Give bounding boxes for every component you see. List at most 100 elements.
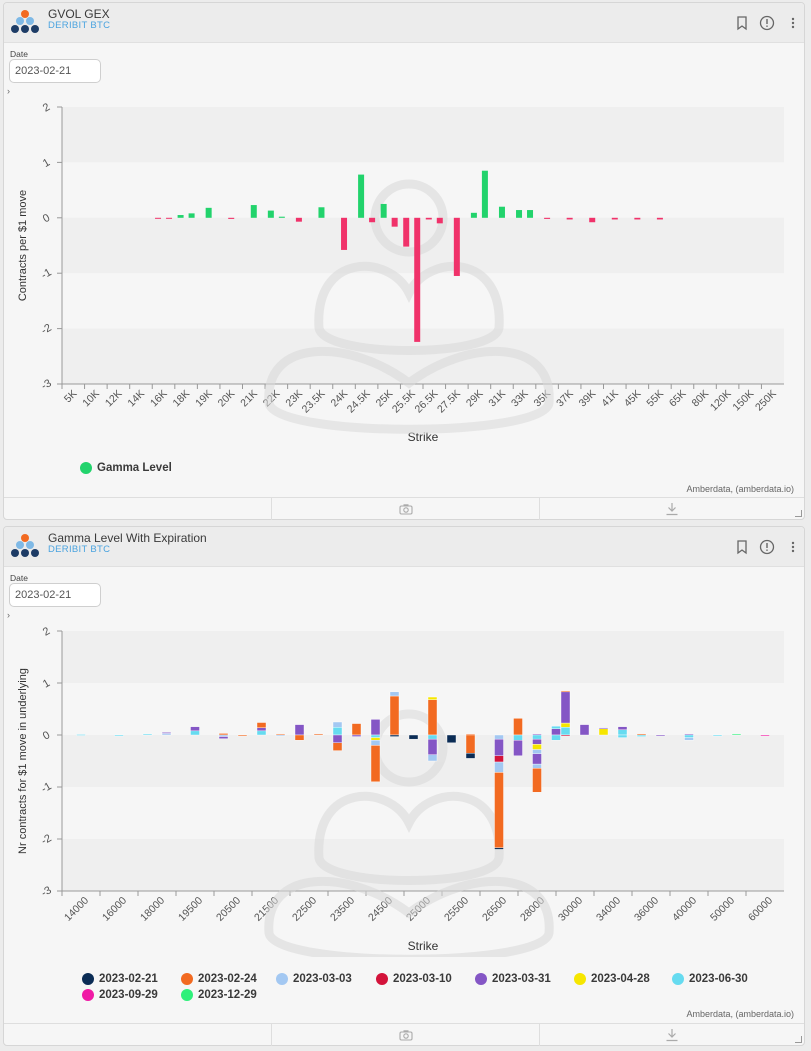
x-tick-label: 26500: [480, 895, 509, 924]
y-tick-label: 0: [41, 729, 52, 742]
date-label: Date: [10, 49, 28, 59]
expiration-bar-segment: [636, 733, 647, 736]
expiration-bar-segment: [427, 738, 438, 755]
bookmark-icon[interactable]: [734, 15, 750, 31]
footer-cell-download[interactable]: [540, 1024, 804, 1046]
expiration-bar-segment: [332, 734, 343, 744]
date-input[interactable]: [9, 583, 101, 607]
expiration-bar-segment: [532, 738, 542, 745]
gex-bar: [295, 217, 302, 222]
expiration-bar-segment: [76, 734, 86, 736]
gex-bar: [453, 217, 460, 276]
y-tick-label: -3: [39, 377, 53, 392]
y-tick-label: 1: [41, 677, 52, 690]
x-tick-label: 25.5K: [390, 388, 418, 416]
expiration-bar-segment: [190, 726, 200, 732]
legend-item-2023-04-28[interactable]: 2023-04-28: [574, 973, 650, 985]
expiration-bar-segment: [684, 737, 694, 741]
expiration-bar-segment: [313, 733, 324, 736]
gex-bar: [267, 210, 274, 218]
date-input[interactable]: [9, 59, 101, 83]
legend-item-2023-09-29[interactable]: 2023-09-29: [82, 989, 158, 1001]
more-icon[interactable]: [785, 15, 801, 31]
gex-bar: [403, 217, 410, 247]
resize-handle[interactable]: [795, 1036, 802, 1043]
gex-bar: [250, 205, 257, 218]
x-tick-label: 30000: [556, 895, 585, 924]
y-axis-title: Nr contracts for $1 move in underlying: [17, 668, 29, 854]
gex-bar: [228, 217, 235, 219]
expand-icon[interactable]: ›: [7, 610, 10, 620]
gamma-expiration-panel: Gamma Level With Expiration DERIBIT BTC …: [3, 526, 805, 1046]
expiration-bar-segment: [560, 734, 571, 737]
legend-item-gamma-level[interactable]: Gamma Level: [80, 462, 172, 474]
gex-bar: [341, 217, 348, 250]
expiration-bar-segment: [351, 734, 362, 737]
x-tick-label: 36000: [632, 895, 661, 924]
legend-label: 2023-09-29: [99, 989, 158, 1001]
gex-bar: [527, 210, 534, 218]
bookmark-icon[interactable]: [734, 539, 750, 555]
legend-item-2023-06-30[interactable]: 2023-06-30: [672, 973, 748, 985]
expiration-bar-segment: [427, 699, 438, 736]
expiration-bar-segment: [636, 734, 647, 737]
info-icon[interactable]: [759, 15, 775, 31]
panel-header: Gamma Level With Expiration DERIBIT BTC: [4, 527, 804, 567]
y-tick-label: 0: [41, 212, 52, 225]
plot-band: [62, 683, 784, 735]
gex-bar: [425, 217, 432, 220]
y-axis-title: Contracts per $1 move: [17, 190, 29, 301]
expiration-bar-segment: [370, 745, 381, 782]
credit-text: Amberdata, (amberdata.io): [686, 1009, 794, 1019]
expiration-bar-segment: [218, 733, 229, 736]
gex-bar: [188, 213, 195, 218]
footer-cell: [4, 1024, 272, 1046]
gex-bar: [611, 217, 618, 220]
expiration-bar-segment: [332, 742, 343, 751]
expiration-bar-segment: [532, 763, 542, 769]
more-icon[interactable]: [785, 539, 801, 555]
expiration-bar-segment: [237, 734, 248, 737]
x-tick-label: 50000: [708, 895, 737, 924]
footer-cell-camera[interactable]: [272, 1024, 540, 1046]
download-icon[interactable]: [665, 1028, 679, 1042]
camera-icon[interactable]: [399, 502, 413, 516]
x-tick-label: 29K: [464, 388, 486, 410]
legend-label: Gamma Level: [97, 462, 172, 474]
x-tick-label: 18K: [171, 388, 193, 410]
camera-icon[interactable]: [399, 1028, 413, 1042]
x-tick-label: 18000: [138, 895, 167, 924]
footer-cell-camera[interactable]: [272, 498, 540, 520]
x-tick-label: 27.5K: [435, 388, 463, 416]
expiration-bar-segment: [494, 734, 504, 740]
legend-item-2023-12-29[interactable]: 2023-12-29: [181, 989, 257, 1001]
footer-cell-download[interactable]: [540, 498, 804, 520]
panel-title: Gamma Level With Expiration: [48, 531, 207, 545]
download-icon[interactable]: [665, 502, 679, 516]
gex-bar: [656, 217, 663, 220]
legend-label: 2023-02-21: [99, 973, 158, 985]
gex-bar: [358, 174, 365, 218]
legend-marker: [672, 973, 684, 985]
legend-item-2023-02-24[interactable]: 2023-02-24: [181, 973, 257, 985]
x-tick-label: 23.5K: [300, 388, 328, 416]
legend-item-2023-02-21[interactable]: 2023-02-21: [82, 973, 158, 985]
plot-band: [62, 631, 784, 683]
legend-item-2023-03-03[interactable]: 2023-03-03: [276, 973, 352, 985]
info-icon[interactable]: [759, 539, 775, 555]
expiration-bar-segment: [513, 734, 523, 741]
x-tick-label: 41K: [599, 388, 621, 410]
expiration-bar-segment: [114, 734, 124, 737]
x-tick-label: 25500: [442, 895, 471, 924]
x-tick-label: 31K: [486, 388, 508, 410]
legend-item-2023-03-31[interactable]: 2023-03-31: [475, 973, 551, 985]
expiration-bar-segment: [551, 728, 561, 736]
expiration-bar-segment: [494, 772, 504, 849]
expiration-bar-segment: [256, 727, 267, 732]
expiration-bar-segment: [532, 734, 542, 740]
expiration-bar-segment: [294, 724, 305, 736]
expand-icon[interactable]: ›: [7, 86, 10, 96]
resize-handle[interactable]: [795, 510, 802, 517]
expiration-bar-segment: [560, 726, 571, 736]
legend-item-2023-03-10[interactable]: 2023-03-10: [376, 973, 452, 985]
